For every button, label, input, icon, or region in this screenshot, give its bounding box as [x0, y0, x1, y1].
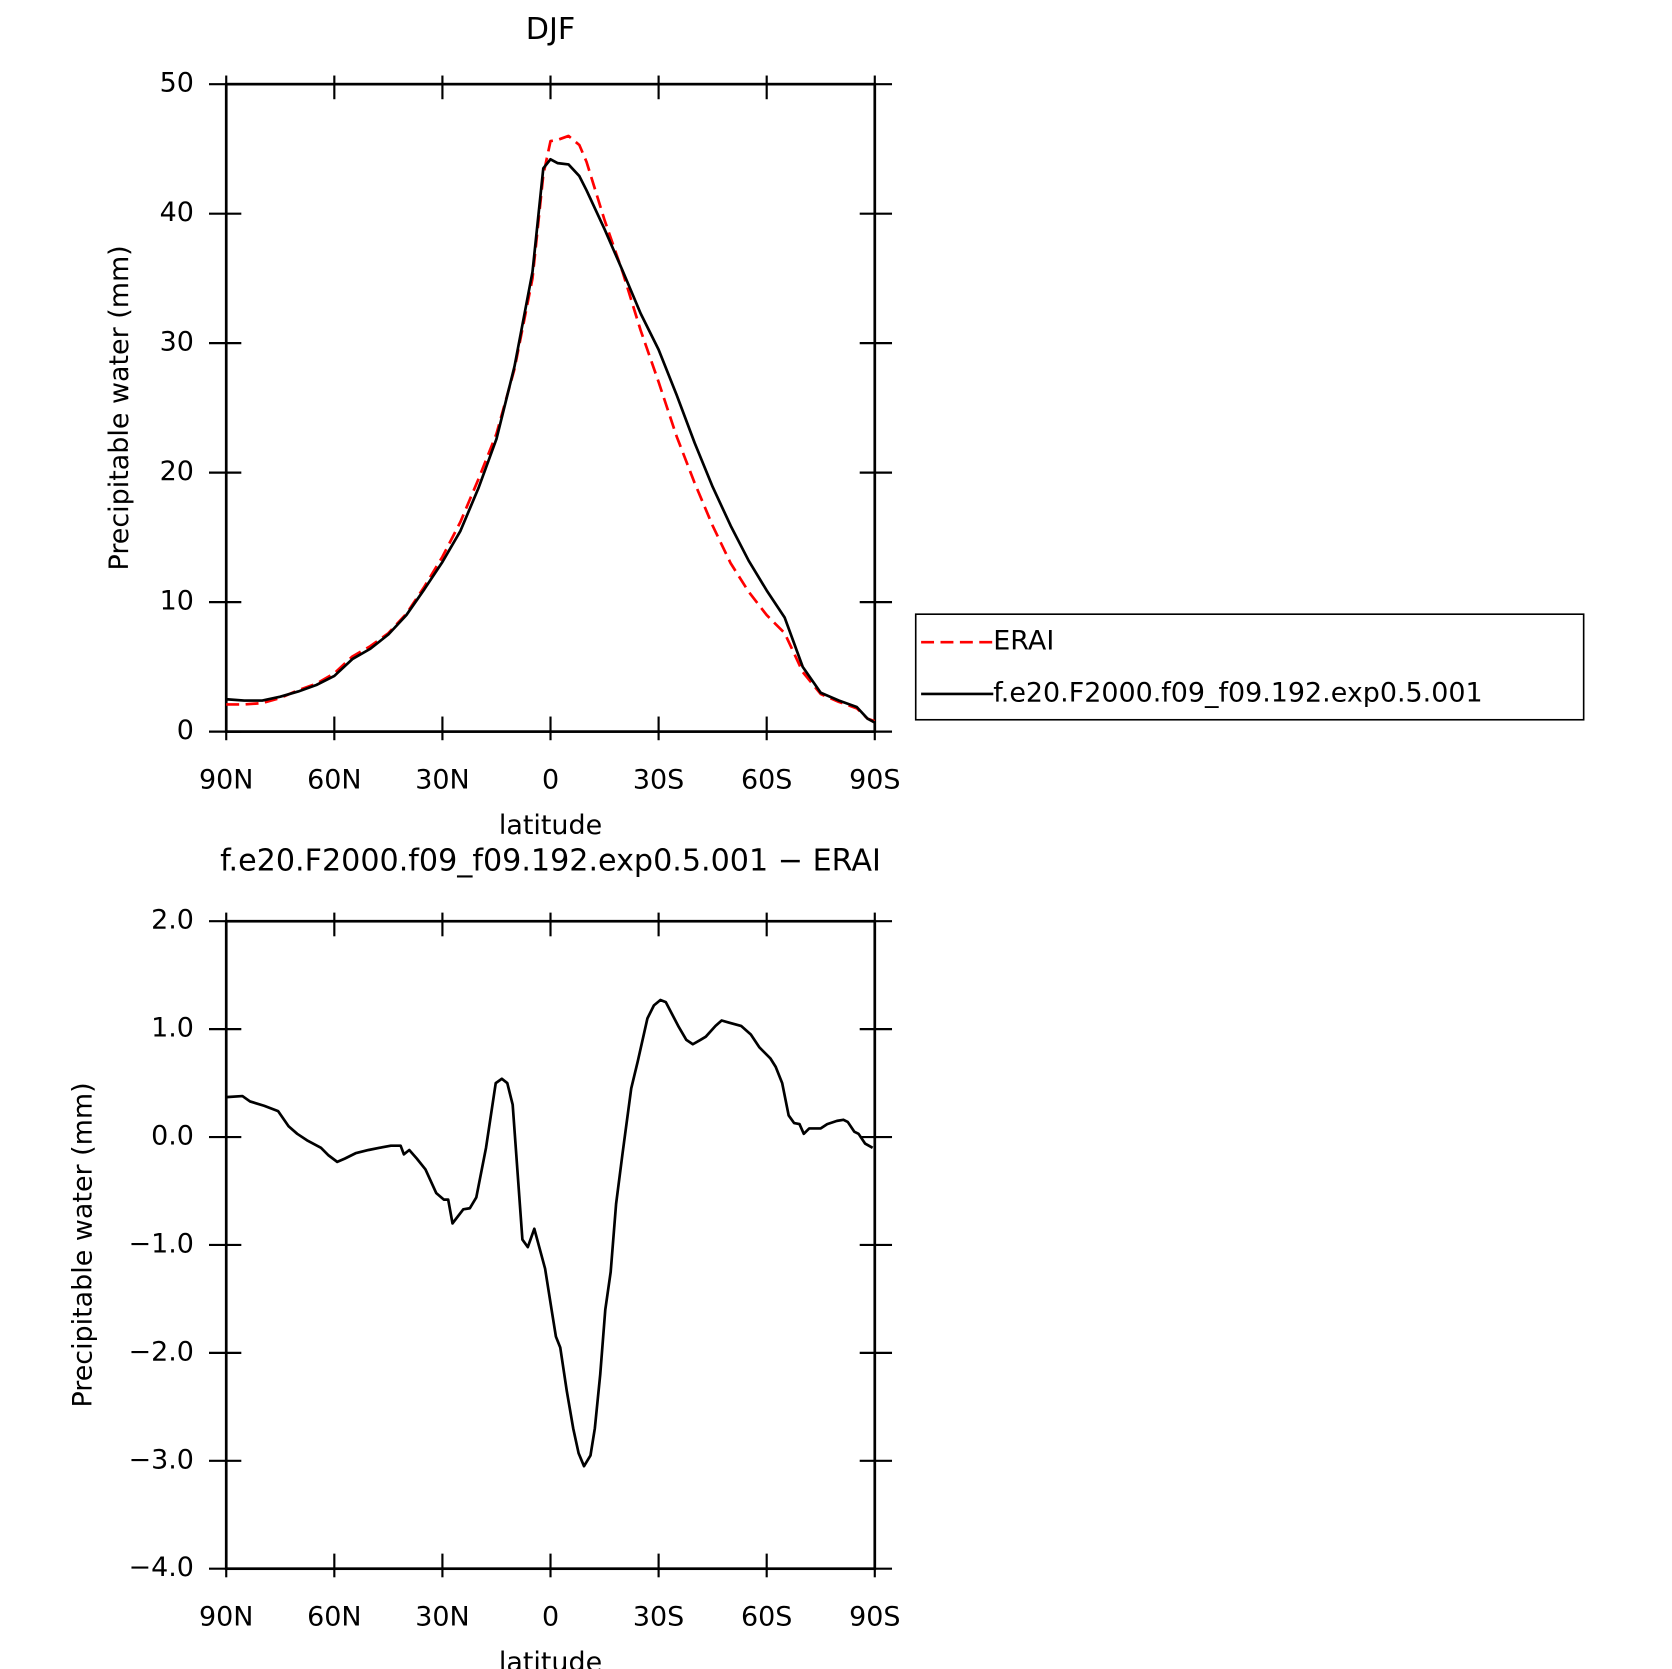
x-tick-label: 90S [849, 1602, 900, 1633]
x-tick-label: 60N [307, 1602, 361, 1633]
data-line [226, 157, 876, 724]
x-tick-label: 60N [307, 765, 361, 796]
data-line [226, 998, 874, 1468]
y-tick-label: −4.0 [129, 1552, 194, 1583]
y-tick-label: 40 [160, 197, 194, 228]
y-tick-label: 1.0 [151, 1013, 194, 1044]
x-tick-label: 60S [741, 765, 792, 796]
y-axis-label: Precipitable water (mm) [68, 1082, 99, 1407]
x-tick-label: 0 [542, 1602, 559, 1633]
y-tick-label: 30 [160, 327, 194, 358]
x-tick-label: 90N [199, 1602, 253, 1633]
legend-label: f.e20.F2000.f09_f09.192.exp0.5.001 [993, 677, 1482, 708]
y-tick-label: 0 [177, 715, 194, 746]
chart-title: DJF [526, 12, 575, 47]
x-axis-label: latitude [499, 1647, 602, 1669]
data-line [226, 134, 876, 723]
y-tick-label: 0.0 [151, 1121, 194, 1152]
x-axis-label: latitude [499, 810, 602, 841]
x-tick-label: 30S [633, 1602, 684, 1633]
y-tick-label: 2.0 [151, 905, 194, 936]
y-tick-label: −3.0 [129, 1444, 194, 1475]
x-tick-label: 30N [415, 765, 469, 796]
chart-title: f.e20.F2000.f09_f09.192.exp0.5.001 − ERA… [220, 843, 881, 878]
y-axis-label: Precipitable water (mm) [104, 245, 135, 570]
y-tick-label: 20 [160, 456, 194, 487]
y-tick-label: −1.0 [129, 1228, 194, 1259]
x-tick-label: 90S [849, 765, 900, 796]
x-tick-label: 0 [542, 765, 559, 796]
y-tick-label: 50 [160, 68, 194, 99]
x-tick-label: 30N [415, 1602, 469, 1633]
legend-label: ERAI [993, 626, 1054, 657]
y-tick-label: 10 [160, 586, 194, 617]
legend-box [914, 613, 1585, 721]
x-tick-label: 30S [633, 765, 684, 796]
x-tick-label: 90N [199, 765, 253, 796]
plot-frame [224, 82, 877, 733]
y-tick-label: −2.0 [129, 1336, 194, 1367]
plot-frame [224, 919, 877, 1571]
x-tick-label: 60S [741, 1602, 792, 1633]
